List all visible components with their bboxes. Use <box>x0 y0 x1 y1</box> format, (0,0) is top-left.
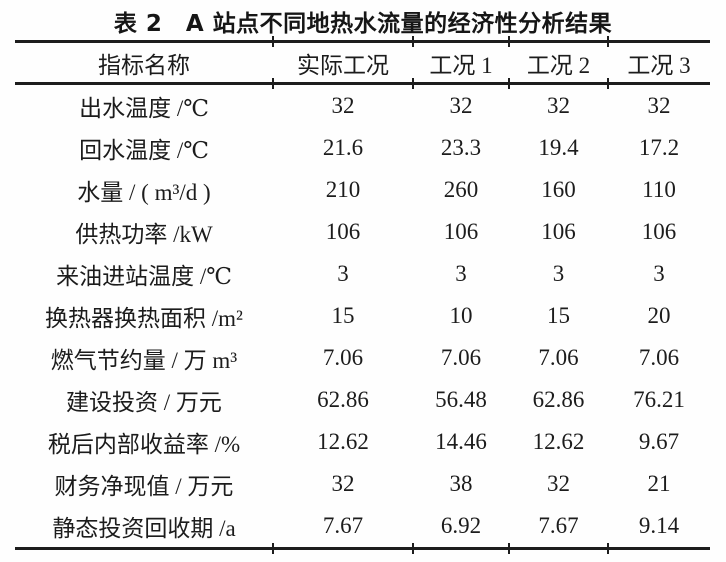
cell-value: 19.4 <box>538 135 579 160</box>
table-bottom-rule <box>15 547 710 550</box>
row-label: 出水温度 /℃ <box>79 96 209 121</box>
table-row: 建设投资 / 万元 62.86 56.48 62.86 76.21 <box>15 379 710 421</box>
cell-value: 32 <box>331 93 355 118</box>
cell-value: 62.86 <box>532 387 585 412</box>
cell-value: 7.06 <box>538 345 579 370</box>
column-divider-tick <box>607 78 609 89</box>
table-header-rule <box>15 82 710 85</box>
column-header: 实际工况 <box>297 52 389 78</box>
row-label: 回水温度 /℃ <box>79 138 209 163</box>
cell-value: 7.67 <box>538 513 579 538</box>
row-label: 换热器换热面积 /m² <box>45 306 243 331</box>
cell-value: 15 <box>547 303 570 328</box>
row-label: 财务净现值 / 万元 <box>54 474 234 499</box>
cell-value: 15 <box>331 303 355 328</box>
column-divider-tick <box>412 543 414 554</box>
column-divider-tick <box>508 78 510 89</box>
cell-value: 38 <box>449 471 473 496</box>
column-divider-tick <box>412 78 414 89</box>
row-label: 供热功率 /kW <box>75 222 213 247</box>
row-label: 建设投资 / 万元 <box>66 390 222 415</box>
cell-value: 7.06 <box>638 345 680 370</box>
cell-value: 260 <box>443 177 479 202</box>
cell-value: 106 <box>541 219 576 244</box>
column-header: 工况 1 <box>429 52 493 78</box>
column-divider-tick <box>607 543 609 554</box>
cell-value: 9.67 <box>638 429 680 454</box>
cell-value: 21.6 <box>322 135 364 160</box>
cell-value: 3 <box>337 261 349 286</box>
cell-value: 76.21 <box>633 387 685 412</box>
cell-value: 10 <box>449 303 473 328</box>
cell-value: 7.06 <box>440 345 482 370</box>
table-row: 静态投资回收期 /a 7.67 6.92 7.67 9.14 <box>15 505 710 547</box>
cell-value: 56.48 <box>435 387 487 412</box>
cell-value: 21 <box>647 471 671 496</box>
cell-value: 23.3 <box>440 135 482 160</box>
cell-value: 12.62 <box>532 429 585 454</box>
cell-value: 7.67 <box>322 513 364 538</box>
table-row: 来油进站温度 /℃ 3 3 3 3 <box>15 253 710 295</box>
table-row: 财务净现值 / 万元 32 38 32 21 <box>15 463 710 505</box>
column-divider-tick <box>272 543 274 554</box>
table-row: 换热器换热面积 /m² 15 10 15 20 <box>15 295 710 337</box>
cell-value: 32 <box>547 471 570 496</box>
cell-value: 32 <box>331 471 355 496</box>
cell-value: 12.62 <box>317 429 369 454</box>
column-header: 指标名称 <box>98 52 190 78</box>
cell-value: 9.14 <box>638 513 680 538</box>
table-top-rule <box>15 40 710 43</box>
column-divider-tick <box>272 36 274 47</box>
row-label: 燃气节约量 / 万 m³ <box>50 348 238 373</box>
table-row: 税后内部收益率 /% 12.62 14.46 12.62 9.67 <box>15 421 710 463</box>
row-label: 税后内部收益率 /% <box>47 432 241 457</box>
column-divider-tick <box>272 78 274 89</box>
column-header: 工况 3 <box>627 52 691 78</box>
cell-value: 20 <box>647 303 671 328</box>
column-divider-tick <box>607 36 609 47</box>
column-divider-tick <box>508 36 510 47</box>
table-row: 燃气节约量 / 万 m³ 7.06 7.06 7.06 7.06 <box>15 337 710 379</box>
column-divider-tick <box>508 543 510 554</box>
cell-value: 160 <box>541 177 576 202</box>
cell-value: 3 <box>455 261 467 286</box>
row-label: 静态投资回收期 /a <box>52 516 236 541</box>
row-label: 来油进站温度 /℃ <box>56 264 232 289</box>
column-divider-tick <box>412 36 414 47</box>
cell-value: 32 <box>647 93 671 118</box>
table-row: 水量 / ( m³/d ) 210 260 160 110 <box>15 169 710 211</box>
table-caption: 表 2 A 站点不同地热水流量的经济性分析结果 <box>113 11 613 37</box>
cell-value: 3 <box>653 261 665 286</box>
cell-value: 14.46 <box>435 429 487 454</box>
data-table: 指标名称 实际工况 工况 1 工况 2 工况 3 出水温度 /℃ 32 32 3… <box>15 36 710 554</box>
cell-value: 7.06 <box>322 345 364 370</box>
cell-value: 32 <box>547 93 570 118</box>
table-header-row: 指标名称 实际工况 工况 1 工况 2 工况 3 <box>15 43 710 82</box>
cell-value: 32 <box>449 93 473 118</box>
cell-value: 110 <box>642 177 676 202</box>
cell-value: 62.86 <box>317 387 369 412</box>
table-row: 出水温度 /℃ 32 32 32 32 <box>15 85 710 127</box>
cell-value: 106 <box>641 219 677 244</box>
cell-value: 17.2 <box>638 135 680 160</box>
cell-value: 3 <box>552 261 565 286</box>
table-row: 供热功率 /kW 106 106 106 106 <box>15 211 710 253</box>
cell-value: 6.92 <box>440 513 482 538</box>
cell-value: 106 <box>325 219 361 244</box>
cell-value: 210 <box>325 177 361 202</box>
row-label: 水量 / ( m³/d ) <box>77 180 211 205</box>
table-row: 回水温度 /℃ 21.6 23.3 19.4 17.2 <box>15 127 710 169</box>
column-header: 工况 2 <box>526 52 591 78</box>
cell-value: 106 <box>443 219 479 244</box>
